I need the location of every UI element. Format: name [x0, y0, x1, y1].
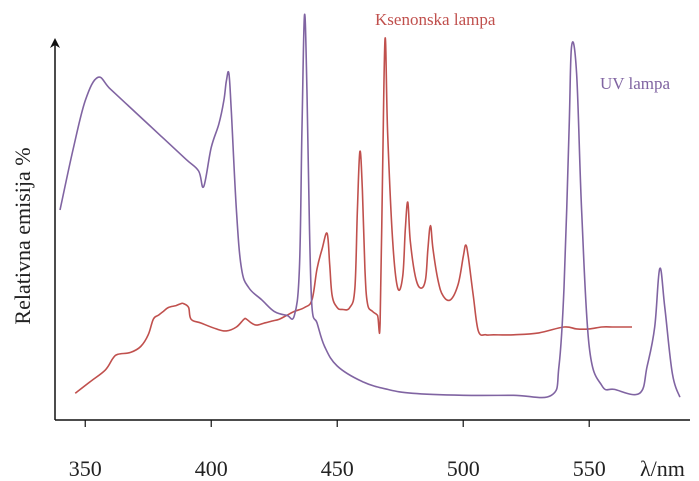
- x-tick-label-450: 450: [321, 456, 354, 481]
- x-tick-label-400: 400: [195, 456, 228, 481]
- series-label-ksenonska-lampa: Ksenonska lampa: [375, 10, 496, 29]
- series-layer: [59, 13, 681, 399]
- series-line-ksenonska-lampa: [74, 37, 632, 394]
- axes: [50, 38, 690, 421]
- x-tick-label-500: 500: [447, 456, 480, 481]
- x-ticks: 350 400 450 500 550: [69, 420, 606, 481]
- y-axis-label: Relativna emisija %: [10, 147, 35, 324]
- x-tick-label-550: 550: [573, 456, 606, 481]
- series-label-uv-lampa: UV lampa: [600, 74, 670, 93]
- x-tick-label-350: 350: [69, 456, 102, 481]
- series-line-uv-lampa: [59, 13, 681, 399]
- x-axis-label: λ/nm: [640, 456, 685, 481]
